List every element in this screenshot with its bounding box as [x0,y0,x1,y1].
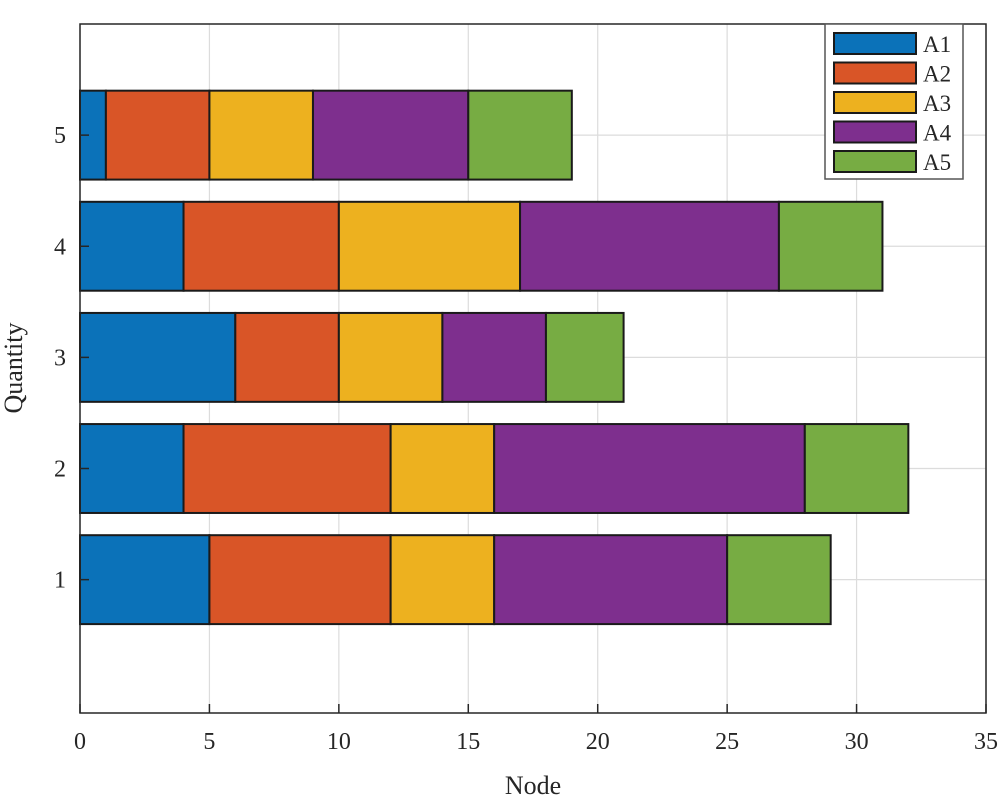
bar-A3-5 [208,89,314,181]
y-axis-label: Quantity [0,323,28,414]
bar-A4-5 [311,89,470,181]
legend-swatch-A3 [833,91,917,114]
bar-A1-3 [79,311,237,403]
y-tick-label: 4 [54,234,66,260]
bar-A4-3 [441,311,547,403]
y-tick-label: 3 [54,345,66,371]
bar-A5-5 [467,89,573,181]
bar-A2-5 [104,89,211,181]
bar-A4-4 [519,200,780,292]
legend-swatch-A2 [833,61,917,85]
legend-label-A4: A4 [923,121,952,146]
bar-A3-2 [389,423,496,514]
legend-label-A3: A3 [923,91,951,116]
bar-A3-1 [389,534,496,626]
legend-label-A1: A1 [923,32,951,57]
bar-A4-2 [493,423,806,514]
ticks: 0 5 10 15 20 25 30 35 1 2 3 4 5 [54,123,998,755]
legend-swatch-A1 [833,32,917,55]
x-tick-label: 35 [974,729,998,755]
x-tick-label: 20 [586,729,610,755]
bar-A1-2 [79,423,185,514]
bar-A2-2 [182,423,392,514]
bar-A3-3 [337,311,444,403]
y-tick-label: 5 [54,123,66,149]
plot-frame [79,23,987,714]
legend-swatch-A5 [833,150,917,173]
x-tick-label: 30 [845,729,869,755]
bar-A2-3 [234,311,340,403]
bar-A2-1 [208,534,392,626]
bar-A5-2 [803,423,910,514]
legend-label-A2: A2 [923,62,951,87]
x-tick-label: 0 [74,729,86,755]
bar-A5-3 [544,311,625,403]
x-tick-label: 5 [203,729,215,755]
x-tick-label: 10 [327,729,351,755]
x-tick-label: 15 [456,729,480,755]
x-tick-label: 25 [715,729,739,755]
bar-A5-4 [777,200,884,292]
bar-A1-1 [79,534,211,626]
bar-A5-1 [726,534,832,626]
bar-A1-4 [79,200,185,292]
legend-label-A5: A5 [923,150,951,175]
y-tick-label: 1 [54,568,66,594]
bar-A3-4 [337,200,522,292]
bar-A2-4 [182,200,340,292]
bars [79,89,910,626]
y-tick-label: 2 [54,457,66,483]
legend: A1 A2 A3 A4 A5 [824,23,964,180]
legend-swatch-A4 [833,120,917,144]
x-axis-label: Node [505,771,561,800]
bar-A4-1 [493,534,729,626]
